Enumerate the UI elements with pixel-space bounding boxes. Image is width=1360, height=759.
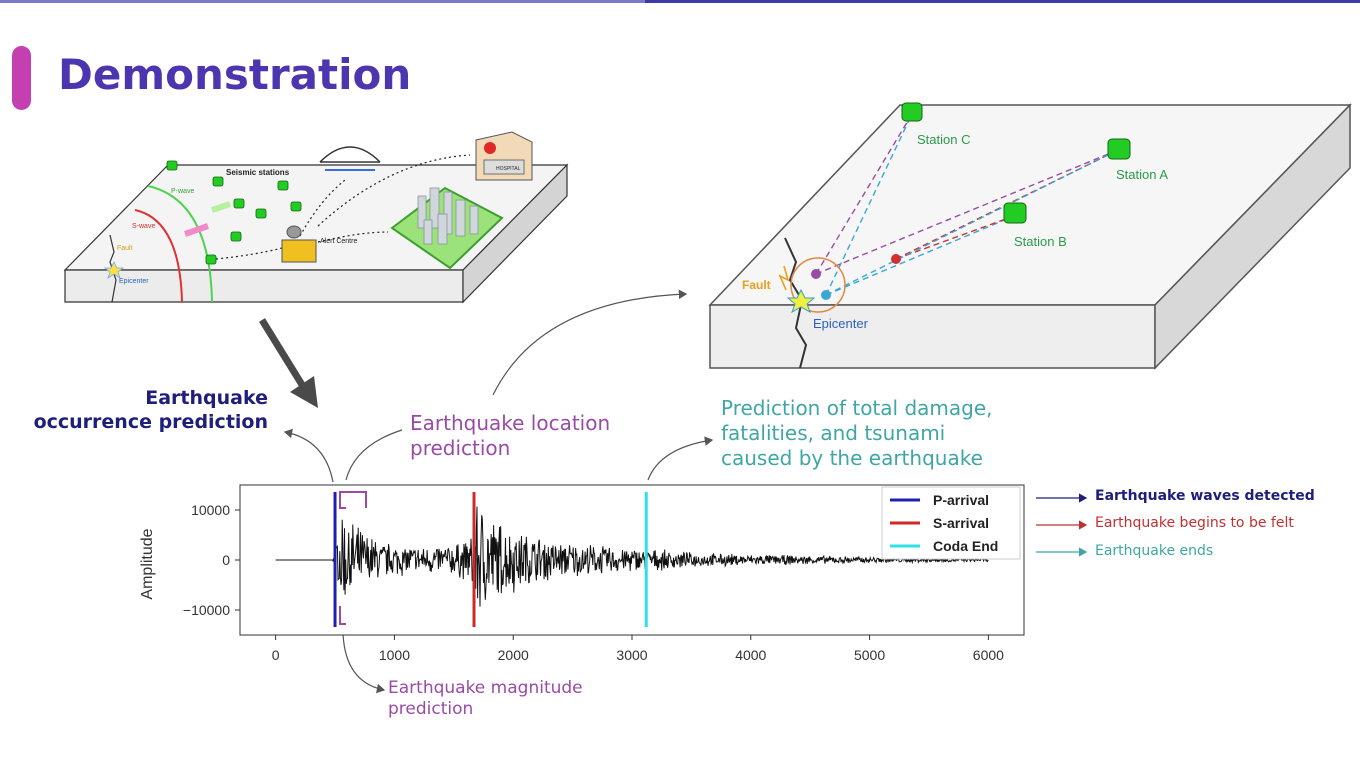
epicenter-label-right: Epicenter (813, 316, 869, 331)
occurrence-caption: Earthquake occurrence prediction (33, 387, 268, 433)
magnitude-caption: Earthquake magnitude prediction (388, 678, 583, 720)
x-tick-label: 4000 (735, 647, 766, 663)
x-tick-label: 5000 (854, 647, 885, 663)
y-tick-label: 0 (222, 552, 230, 568)
hospital-label: HOSPITAL (496, 166, 521, 172)
fault-label-right: Fault (742, 278, 771, 292)
annotation-s-arrival: Earthquake begins to be felt (1095, 515, 1294, 531)
page-title: Demonstration (58, 50, 412, 99)
epicenter-label-left: Epicenter (119, 278, 149, 285)
title-accent-bar (12, 46, 31, 110)
p-wave-label: P-wave (171, 188, 194, 195)
station-c-label: Station C (917, 132, 970, 147)
alert-centre-label: Alert Centre (320, 238, 357, 245)
waveform-series (275, 506, 989, 607)
x-tick-label: 6000 (973, 647, 1004, 663)
y-axis-label: Amplitude (139, 528, 156, 599)
y-tick-label: 10000 (191, 502, 230, 518)
legend-entry-0: P-arrival (933, 492, 989, 508)
x-tick-label: 0 (272, 647, 280, 663)
damage-caption: Prediction of total damage, fatalities, … (721, 396, 993, 470)
station-b-label: Station B (1014, 234, 1067, 249)
legend-entry-2: Coda End (933, 538, 998, 554)
y-tick-label: −10000 (183, 602, 230, 618)
x-tick-label: 2000 (498, 647, 529, 663)
s-wave-label: S-wave (132, 223, 155, 230)
station-a-label: Station A (1116, 167, 1168, 182)
annotation-p-arrival: Earthquake waves detected (1095, 488, 1315, 504)
fault-label-left: Fault (117, 245, 133, 252)
x-tick-label: 1000 (379, 647, 410, 663)
chart-legend: P-arrival S-arrival Coda End (881, 486, 1021, 560)
top-border-accent (645, 0, 1360, 3)
x-tick-label: 3000 (616, 647, 647, 663)
waveform-line (275, 506, 989, 607)
seismic-stations-label: Seismic stations (226, 168, 290, 177)
location-caption: Earthquake location prediction (410, 411, 611, 460)
annotation-coda-end: Earthquake ends (1095, 543, 1214, 559)
legend-entry-1: S-arrival (933, 515, 989, 531)
